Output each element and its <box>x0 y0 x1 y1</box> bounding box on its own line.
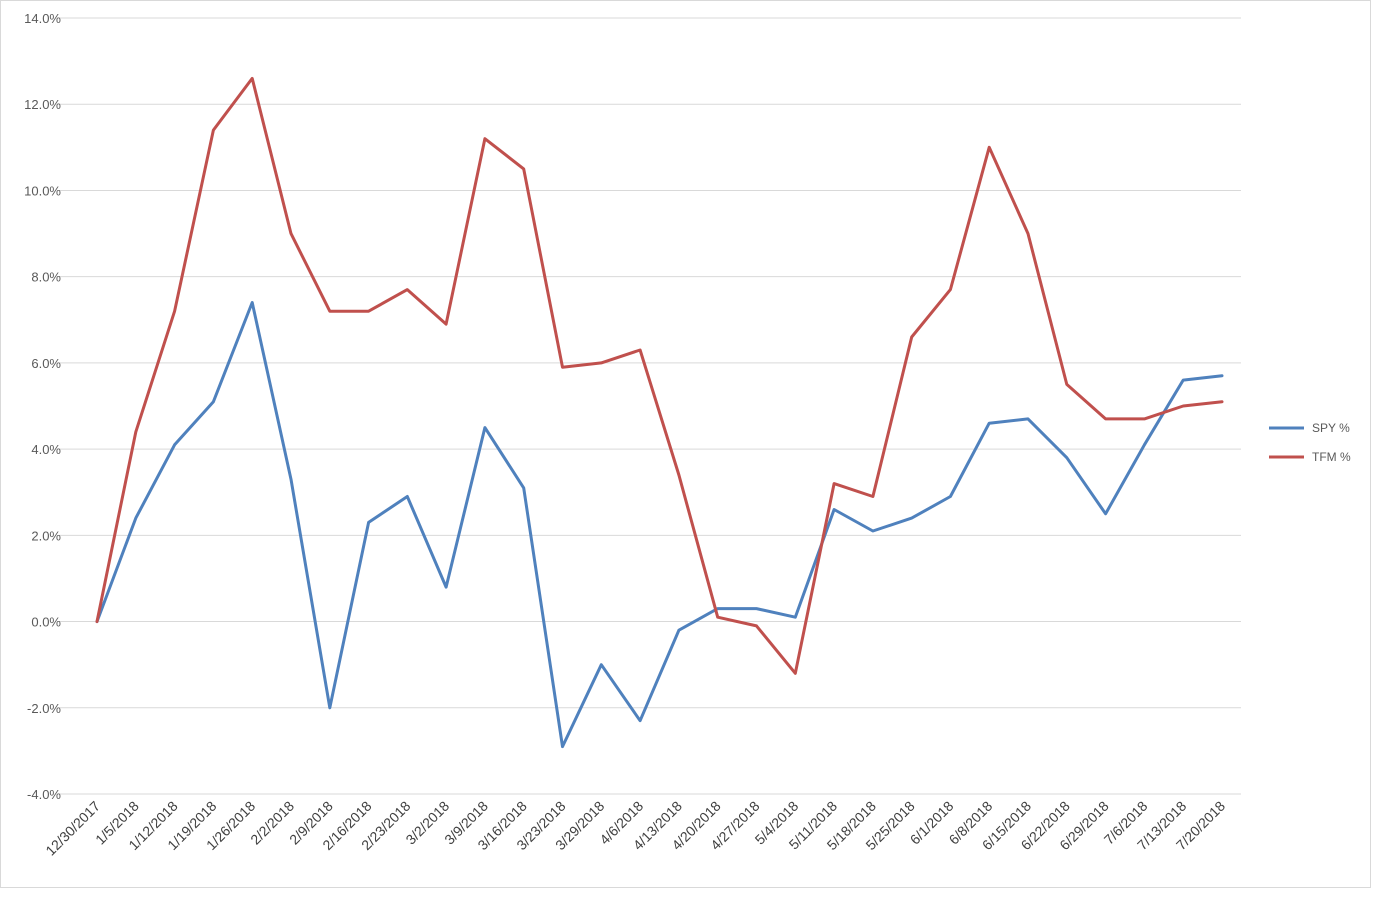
y-tick-label: 6.0% <box>31 356 61 371</box>
series-lines <box>95 76 1224 749</box>
line-chart: -4.0% -2.0% 0.0% 2.0% 4.0% 6.0% 8.0% 10.0% 12.0%… <box>24 11 1351 859</box>
y-tick-label: 12.0% <box>24 97 61 112</box>
y-axis-tick-labels: -4.0% -2.0% 0.0% 2.0% 4.0% 6.0% 8.0% 10.0% 12.0%… <box>24 11 61 802</box>
y-tick-label: 4.0% <box>31 442 61 457</box>
y-tick-label: 8.0% <box>31 270 61 285</box>
y-tick-label: 0.0% <box>31 615 61 630</box>
series-line-tfm <box>95 76 1224 675</box>
gridlines <box>58 17 1241 795</box>
series-line-spy <box>95 301 1224 749</box>
legend-label: TFM % <box>1312 450 1351 464</box>
y-tick-label: 10.0% <box>24 183 61 198</box>
x-axis-tick-labels: 12/30/20171/5/20181/12/20181/19/20181/26… <box>42 798 1228 859</box>
y-tick-label: -2.0% <box>27 701 61 716</box>
x-tick-label: 12/30/2017 <box>42 798 103 859</box>
y-tick-label: 14.0% <box>24 11 61 26</box>
y-tick-label: -4.0% <box>27 787 61 802</box>
legend-label: SPY % <box>1312 421 1350 435</box>
legend: SPY % TFM % <box>1269 421 1351 464</box>
y-tick-label: 2.0% <box>31 528 61 543</box>
